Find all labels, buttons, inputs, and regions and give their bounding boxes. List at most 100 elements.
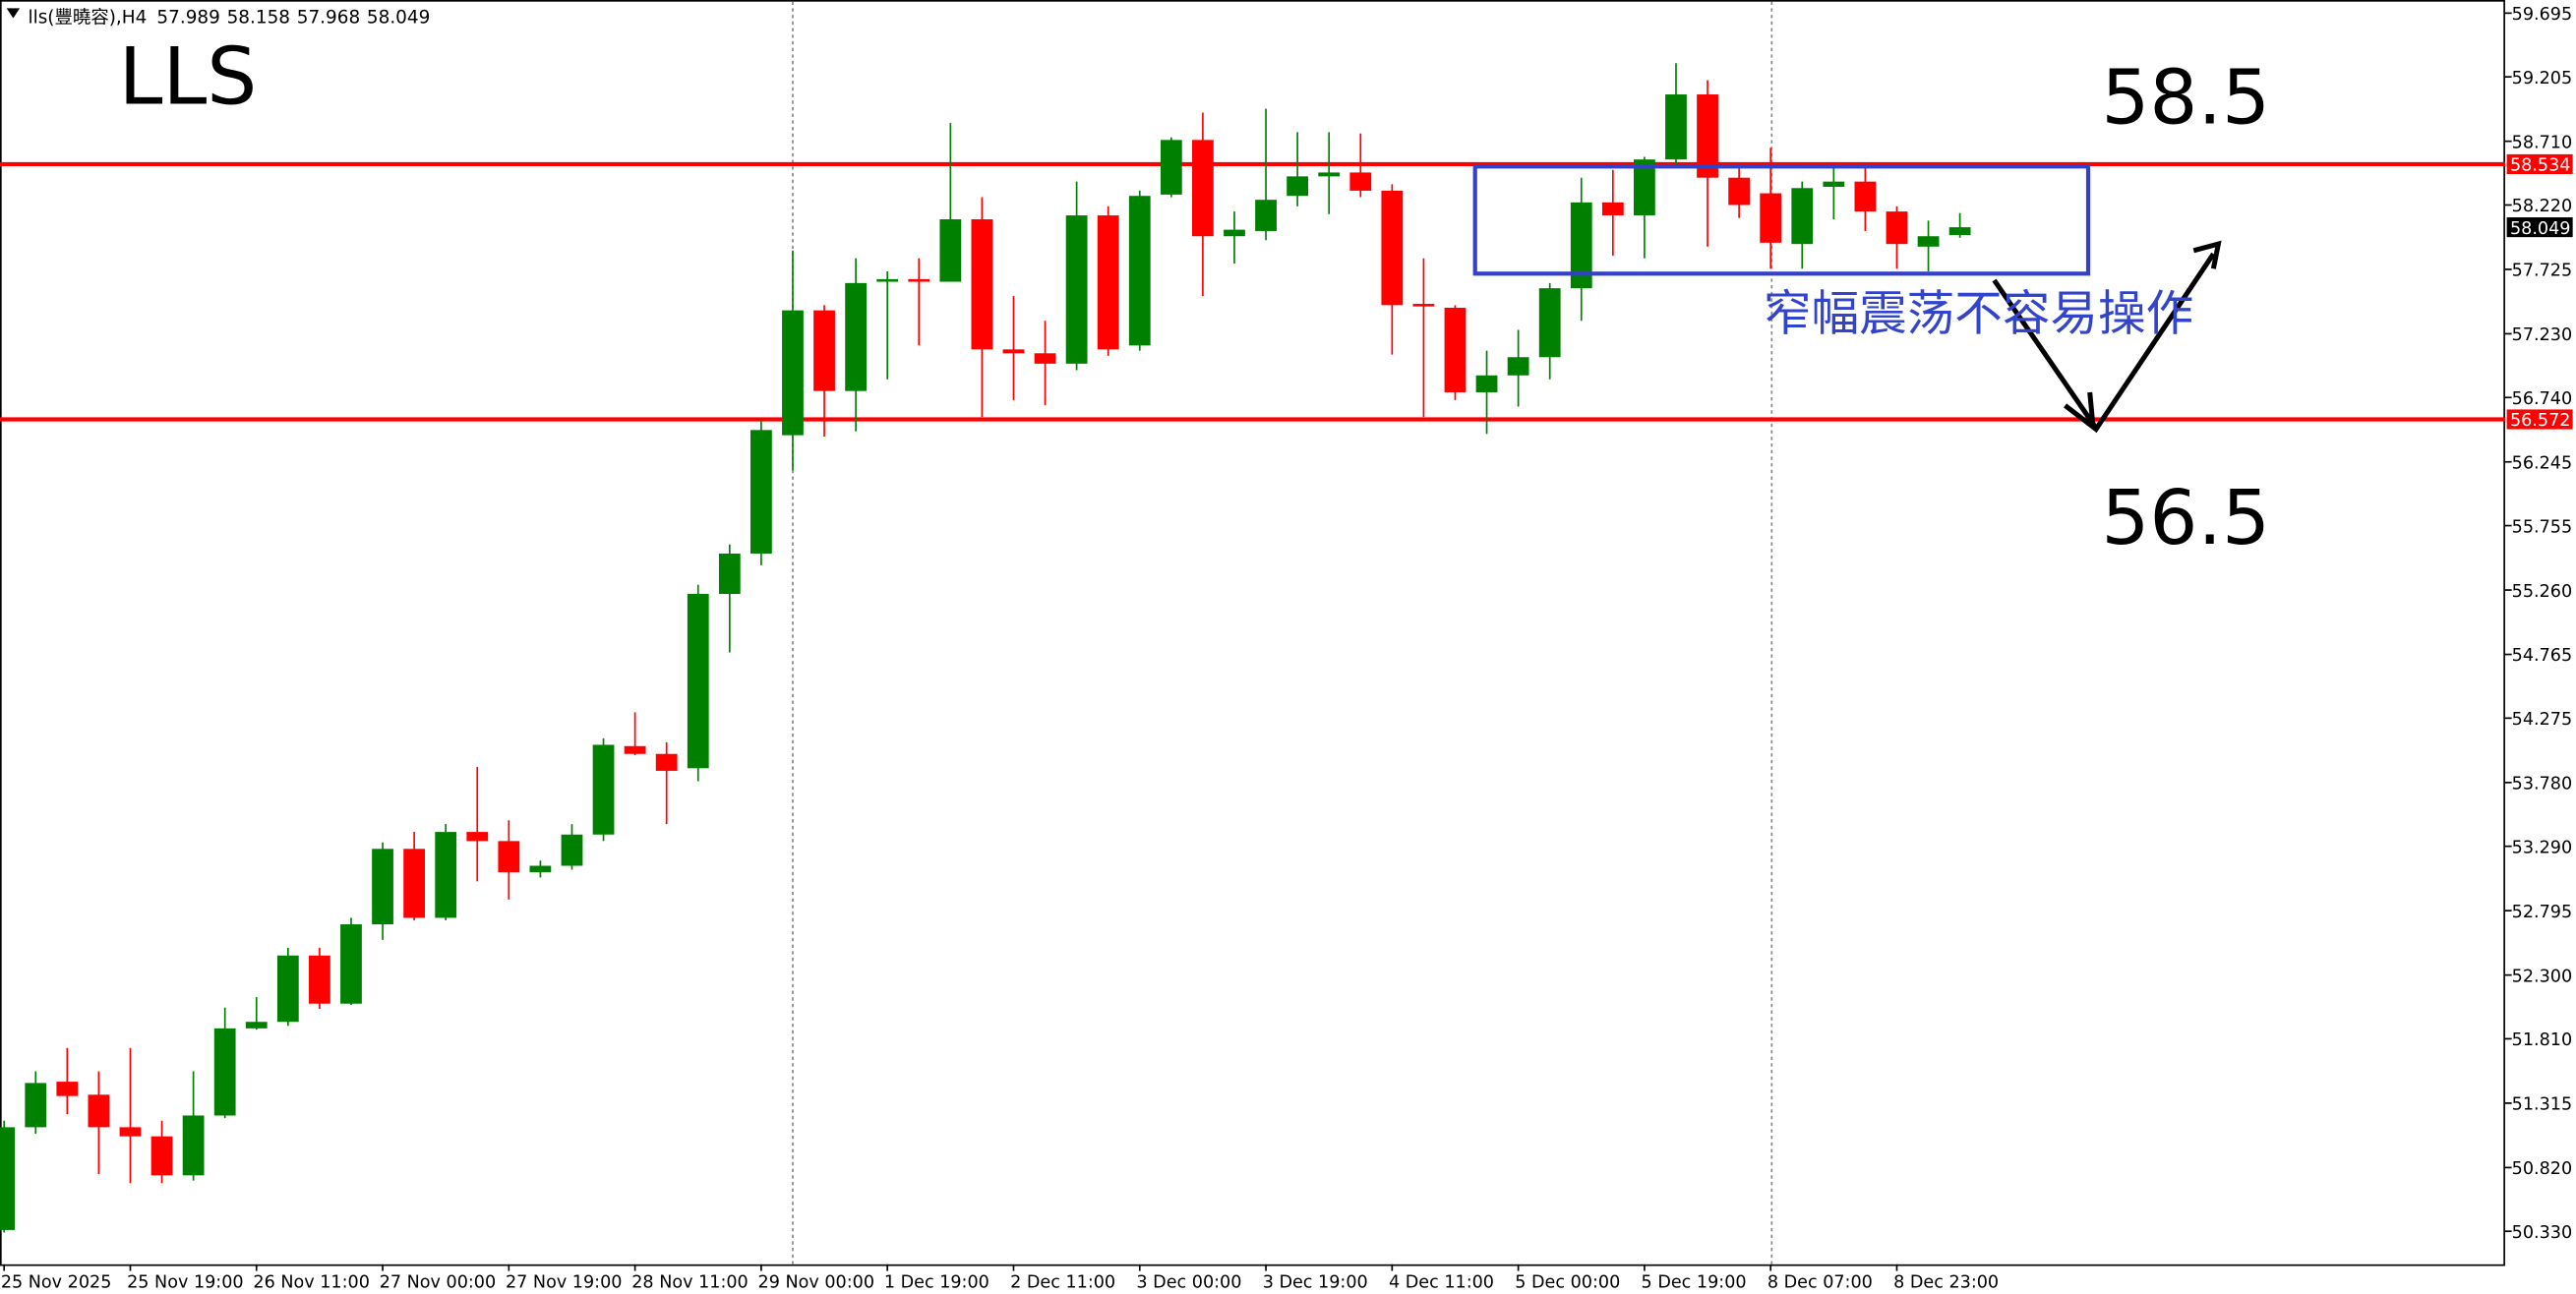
y-tick-label: 55.260 xyxy=(2512,582,2573,602)
candle-body xyxy=(372,849,393,925)
x-tick-label: 3 Dec 00:00 xyxy=(1136,1272,1241,1292)
y-tick-label: 59.205 xyxy=(2512,69,2573,88)
candle-body xyxy=(1318,172,1341,177)
x-tick-label: 27 Nov 19:00 xyxy=(506,1272,622,1292)
plot-frame xyxy=(0,0,2505,1266)
candle-body xyxy=(1791,188,1814,245)
candle-body xyxy=(908,278,930,282)
candle-body xyxy=(750,430,772,555)
y-tick-label: 57.230 xyxy=(2512,325,2573,345)
candle-body xyxy=(561,834,583,866)
x-tick-label: 25 Nov 19:00 xyxy=(127,1272,243,1292)
candle-body xyxy=(1886,211,1908,245)
x-tick-label: 4 Dec 11:00 xyxy=(1389,1272,1494,1292)
close: 58.049 xyxy=(367,7,430,28)
x-tick-label: 28 Nov 11:00 xyxy=(631,1272,748,1292)
candle-body xyxy=(1444,307,1467,392)
candle-body xyxy=(1160,140,1182,195)
candle-body xyxy=(245,1022,268,1029)
candle-body xyxy=(1002,349,1025,354)
candle-body xyxy=(25,1083,47,1128)
y-tick-label: 55.755 xyxy=(2512,517,2573,537)
candle-body xyxy=(845,282,868,391)
y-tick-label: 52.300 xyxy=(2512,967,2573,986)
candle-body xyxy=(213,1028,236,1116)
candle-body xyxy=(782,310,804,436)
y-tick-label: 50.820 xyxy=(2512,1159,2573,1179)
x-tick-label: 27 Nov 00:00 xyxy=(380,1272,496,1292)
candle-body xyxy=(1728,177,1751,206)
candle-body xyxy=(1507,357,1529,376)
x-tick-label: 29 Nov 00:00 xyxy=(758,1272,874,1292)
y-tick-label: 53.290 xyxy=(2512,838,2573,857)
candle-body xyxy=(88,1094,110,1128)
y-tick-label: 51.315 xyxy=(2512,1095,2573,1115)
candle-body xyxy=(1634,159,1655,216)
menu-triangle xyxy=(6,8,21,19)
candle-body xyxy=(1601,202,1624,216)
candle-body xyxy=(813,310,835,391)
y-tick-label: 58.220 xyxy=(2512,197,2573,216)
candle-body xyxy=(1381,190,1404,306)
symbol: lls(豐曉容),H4 xyxy=(28,7,147,28)
candle-body xyxy=(529,865,552,873)
y-tick-label: 51.810 xyxy=(2512,1030,2573,1050)
candle-body xyxy=(939,219,962,282)
candle-body xyxy=(1287,176,1309,197)
candle-body xyxy=(1475,375,1498,392)
x-tick-label: 1 Dec 19:00 xyxy=(884,1272,989,1292)
x-tick-label: 2 Dec 11:00 xyxy=(1010,1272,1115,1292)
candle-body xyxy=(1665,94,1687,160)
candle-body xyxy=(655,753,678,771)
candle-body xyxy=(592,744,615,835)
candle-body xyxy=(1917,236,1940,247)
low: 57.968 xyxy=(297,7,360,28)
candle-body xyxy=(1948,227,1971,236)
candle-body xyxy=(1538,288,1561,358)
candle-body xyxy=(876,278,899,282)
candle-body xyxy=(119,1127,142,1137)
candle-body xyxy=(309,955,330,1004)
arrows xyxy=(1992,240,2222,434)
candle-body xyxy=(466,832,489,842)
annotation: LLS xyxy=(119,30,258,123)
candle-body xyxy=(340,924,362,1004)
candle-body xyxy=(687,594,709,769)
annotation: 56.5 xyxy=(2101,474,2270,562)
y-tick-label: 54.275 xyxy=(2512,710,2573,730)
annotation: 窄幅震荡不容易操作 xyxy=(1764,286,2193,341)
x-tick-label: 8 Dec 07:00 xyxy=(1767,1272,1873,1292)
candle-body xyxy=(1349,172,1372,191)
x-tick-label: 26 Nov 11:00 xyxy=(253,1272,369,1292)
candle-body xyxy=(498,841,520,873)
candle-body xyxy=(1097,215,1119,350)
last-price-label: 58.049 xyxy=(2510,219,2571,239)
y-tick-label: 53.780 xyxy=(2512,775,2573,794)
level-label-box xyxy=(2506,153,2573,175)
candle-body xyxy=(403,849,426,918)
high: 58.158 xyxy=(227,7,290,28)
candle-body xyxy=(1224,229,1245,237)
x-tick-label: 5 Dec 19:00 xyxy=(1642,1272,1747,1292)
annotation: 58.5 xyxy=(2101,54,2270,143)
candle-body xyxy=(1570,202,1592,289)
y-tick-label: 54.765 xyxy=(2512,646,2573,666)
candle-body xyxy=(150,1136,173,1176)
x-tick-label: 3 Dec 19:00 xyxy=(1263,1272,1368,1292)
candle-body xyxy=(1697,94,1718,178)
level-label: 58.534 xyxy=(2510,156,2571,176)
level-label: 56.572 xyxy=(2510,411,2571,431)
candle-body xyxy=(276,955,299,1023)
y-tick-label: 50.330 xyxy=(2512,1223,2573,1243)
y-tick-label: 57.725 xyxy=(2512,262,2573,281)
candle-body xyxy=(1854,181,1877,212)
y-tick-label: 59.695 xyxy=(2512,5,2573,25)
header: lls(豐曉容),H4 57.989 58.158 57.968 58.049 xyxy=(28,7,430,28)
candle-body xyxy=(1255,200,1277,231)
y-tick-label: 56.245 xyxy=(2512,453,2573,473)
open: 57.989 xyxy=(156,7,219,28)
candle-body xyxy=(1128,196,1151,346)
candle-body xyxy=(182,1115,205,1176)
